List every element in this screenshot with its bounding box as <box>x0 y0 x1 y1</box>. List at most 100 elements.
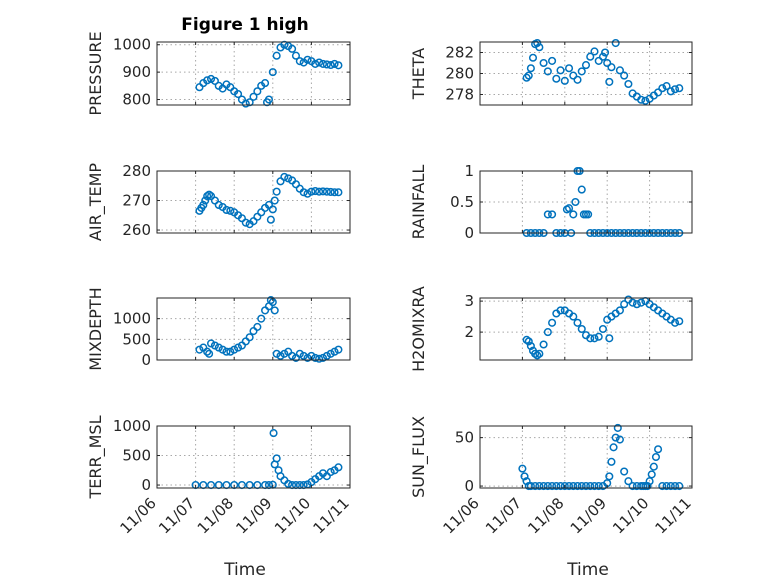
mixdepth-data-point <box>322 351 331 360</box>
mixdepth-data-point <box>330 347 339 356</box>
pressure-data-point <box>261 79 270 88</box>
sun_flux-data-point <box>643 482 652 491</box>
theta-data-point <box>590 47 599 56</box>
rainfall-data-point <box>543 210 552 219</box>
y-tick-label: 2 <box>464 323 474 341</box>
rainfall-data-point <box>548 210 557 219</box>
pressure-data-point <box>206 74 216 84</box>
air_temp-data-point <box>280 172 289 181</box>
sun_flux-data-point <box>581 482 591 491</box>
mixdepth-data-point <box>326 349 335 358</box>
pressure-data-point <box>318 59 328 68</box>
y-tick-label: 270 <box>122 192 151 210</box>
theta-data-point <box>615 66 624 75</box>
rainfall-panel: 0 0.5 1 RAINFALL <box>409 162 693 242</box>
h2omixra-data-point <box>539 340 548 349</box>
mixdepth-data-point <box>234 343 243 352</box>
theta-data-point <box>564 64 574 73</box>
terr_msl-data-point <box>272 454 281 463</box>
h2omixra-data-point <box>594 332 603 341</box>
theta-data-point <box>533 39 542 48</box>
y-tick-label: 0.5 <box>450 193 474 211</box>
y-tick-label: 260 <box>122 221 151 239</box>
axes-frame <box>479 425 693 489</box>
sun_flux-data-point <box>518 464 527 473</box>
h2omixra-data-point <box>615 306 624 315</box>
mixdepth-data-point <box>276 351 285 360</box>
sun_flux-data-point <box>670 482 680 491</box>
pressure-data-point <box>303 55 312 64</box>
y-tick-label: 0 <box>141 351 151 369</box>
axes-frame <box>479 297 693 361</box>
mixdepth-y-axis-label: MIXDEPTH <box>86 287 105 370</box>
axes-frame <box>156 297 351 361</box>
sun_flux-data-point <box>666 482 675 491</box>
theta-data-point <box>577 67 586 76</box>
h2omixra-y-axis-label: H2OMIXRA <box>409 286 428 372</box>
air_temp-data-point <box>322 187 331 196</box>
sun_flux-data-point <box>552 482 561 491</box>
theta-data-point <box>552 74 561 83</box>
plot-area <box>157 42 350 105</box>
mixdepth-data-point <box>245 333 254 342</box>
h2omixra-data-point <box>620 300 629 309</box>
y-tick-label: 0 <box>464 477 474 495</box>
rainfall-data-point <box>569 210 578 219</box>
sun_flux-data-point <box>556 482 565 491</box>
x-axis-label-right: Time <box>566 560 609 580</box>
theta-data-point <box>535 43 544 52</box>
h2omixra-panel: 2 3 H2OMIXRA <box>409 286 693 372</box>
theta-data-point <box>524 71 533 80</box>
sun_flux-data-point <box>564 482 574 491</box>
air_temp-data-point <box>214 200 223 209</box>
sun_flux-data-point <box>620 467 629 476</box>
sun_flux-data-point <box>611 433 620 442</box>
sun_flux-data-point <box>560 482 569 491</box>
sun_flux-data-point <box>647 470 656 479</box>
y-tick-label: 50 <box>455 429 474 447</box>
h2omixra-data-point <box>675 317 684 326</box>
sun_flux-data-point <box>658 482 667 491</box>
y-tick-label: 0 <box>464 224 474 242</box>
y-tick-label: 280 <box>122 162 151 180</box>
theta-data-point <box>666 87 675 96</box>
pressure-data-point <box>234 89 243 99</box>
mixdepth-data-point <box>334 345 343 354</box>
sun_flux-data-point <box>662 482 671 491</box>
x-axis-label-left: Time <box>223 560 266 580</box>
theta-data-point <box>605 77 614 86</box>
rainfall-data-point <box>577 185 586 194</box>
rainfall-data-point <box>571 197 580 207</box>
terr_msl-y-axis-label: TERR_MSL <box>86 415 106 499</box>
h2omixra-data-point <box>577 324 586 334</box>
pressure-y-axis-label: PRESSURE <box>86 31 105 115</box>
sun_flux-data-point <box>615 435 624 444</box>
theta-data-point <box>543 67 552 76</box>
pressure-data-point <box>334 61 343 70</box>
air_temp-data-point <box>268 205 277 214</box>
air_temp-data-point <box>311 187 320 196</box>
sun_flux-data-point <box>535 482 544 491</box>
theta-data-point <box>611 39 620 48</box>
theta-data-point <box>607 63 616 72</box>
y-tick-label: 1 <box>464 162 474 180</box>
sun_flux-data-point <box>520 472 529 481</box>
pressure-data-point <box>268 68 277 77</box>
sun_flux-data-point <box>543 482 552 491</box>
pressure-panel: 800 900 1000 PRESSURE <box>86 31 351 116</box>
h2omixra-data-point <box>628 298 637 307</box>
theta-data-point <box>528 53 538 62</box>
air_temp-data-point <box>270 196 279 205</box>
theta-data-point <box>598 52 608 61</box>
mixdepth-data-point <box>218 345 227 354</box>
terr_msl-data-point <box>326 468 335 477</box>
theta-data-point <box>539 58 548 68</box>
pressure-data-point <box>264 95 273 104</box>
y-tick-label: 1000 <box>113 310 151 328</box>
sun_flux-data-point <box>628 482 637 491</box>
y-tick-label: 1000 <box>113 417 151 435</box>
air_temp-data-point <box>199 200 208 209</box>
sun_flux-data-point <box>590 482 599 491</box>
theta-panel: 278 280 282 THETA <box>409 39 693 106</box>
mixdepth-data-point <box>270 306 279 315</box>
